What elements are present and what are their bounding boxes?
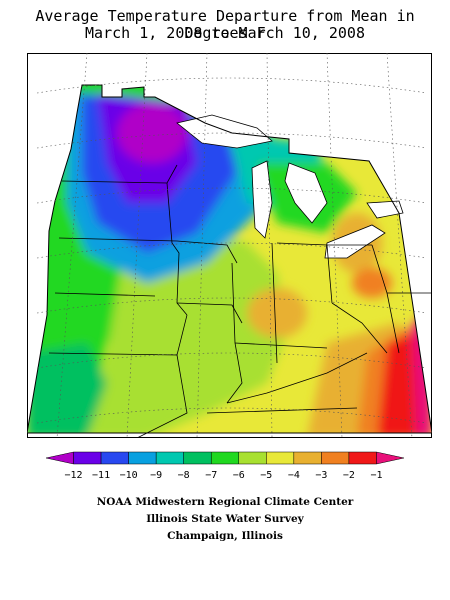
legend-tick-label: −6 xyxy=(233,470,245,481)
footer-organization: NOAA Midwestern Regional Climate Center xyxy=(96,496,354,508)
legend-swatch xyxy=(45,451,74,465)
legend-tick-labels: −12 −11 −10 −9 −8 −7 −6 −5 −4 −3 −2 −1 xyxy=(65,470,383,481)
legend-tick-label: −12 xyxy=(65,470,83,481)
legend-tick-label: −7 xyxy=(205,470,217,481)
color-scale-legend: −12 −11 −10 −9 −8 −7 −6 −5 −4 −3 −2 −1 xyxy=(45,451,405,481)
graticule xyxy=(36,53,428,438)
legend-swatch xyxy=(73,451,102,465)
legend-swatch xyxy=(376,451,405,465)
region-outline xyxy=(27,84,432,434)
legend-tick-label: −4 xyxy=(288,470,300,481)
legend-tick-label: −1 xyxy=(370,470,382,481)
state-boundaries xyxy=(48,164,432,438)
legend-tick-label: −9 xyxy=(150,470,162,481)
map-subtitle-dates: March 1, 2008 to March 10, 2008 xyxy=(85,24,365,42)
legend-tick-label: −3 xyxy=(315,470,327,481)
legend-swatches xyxy=(45,451,405,465)
legend-tick-label: −11 xyxy=(92,470,110,481)
legend-swatch xyxy=(238,451,267,465)
temperature-departure-map xyxy=(27,53,432,438)
legend-swatch xyxy=(210,451,240,465)
legend-tick-label: −8 xyxy=(178,470,190,481)
map-title: Average Temperature Departure from Mean … xyxy=(35,7,415,42)
legend-tick-label: −2 xyxy=(343,470,355,481)
legend-swatch xyxy=(266,451,295,465)
legend-swatch xyxy=(155,451,184,465)
legend-tick-label: −10 xyxy=(120,470,138,481)
legend-swatch xyxy=(183,451,212,465)
legend-swatch xyxy=(348,451,377,465)
footer-survey: Illinois State Water Survey xyxy=(146,513,304,525)
legend-swatch xyxy=(100,451,129,465)
legend-tick-label: −5 xyxy=(260,470,272,481)
legend-swatch xyxy=(293,451,322,465)
footer-location: Champaign, Illinois xyxy=(167,530,283,542)
legend-swatch xyxy=(128,451,157,465)
legend-swatch xyxy=(321,451,350,465)
